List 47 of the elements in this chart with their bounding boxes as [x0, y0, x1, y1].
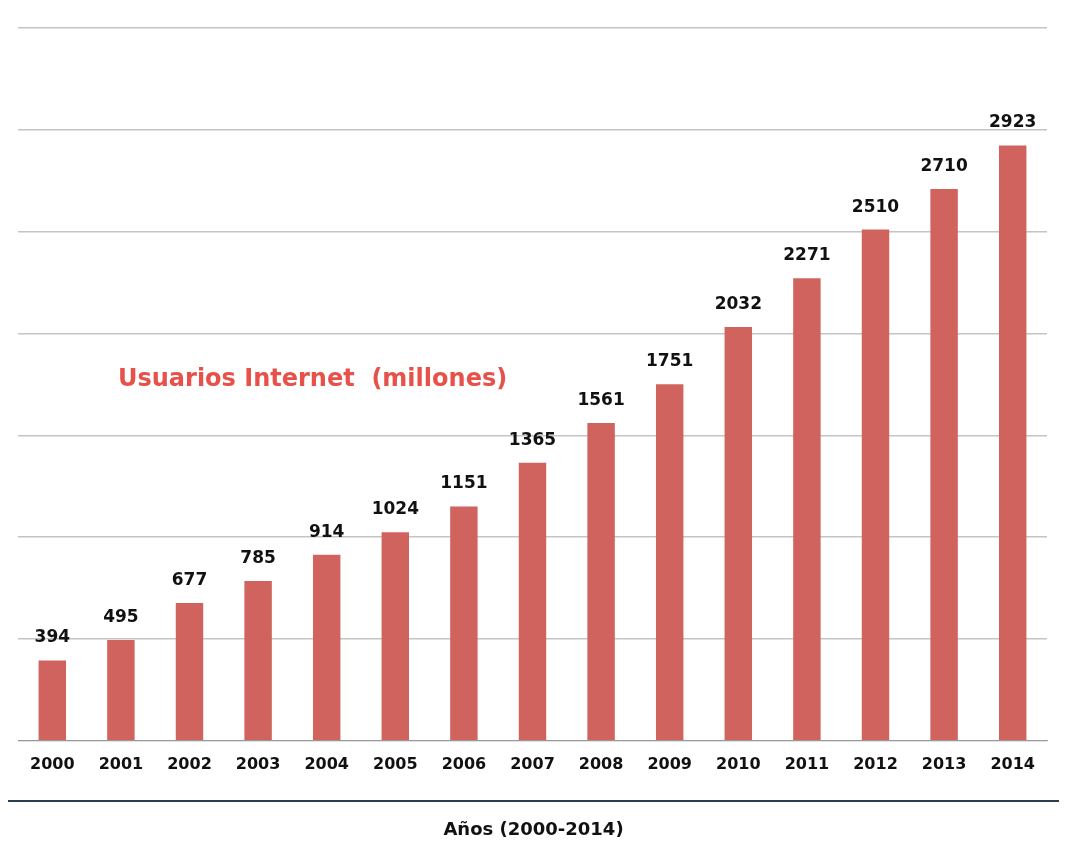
x-tick-label: 2005: [373, 753, 418, 773]
bar: [655, 384, 684, 741]
data-label: 2510: [851, 195, 900, 216]
x-tick-label: 2006: [441, 753, 487, 773]
data-label: 2710: [920, 154, 968, 175]
bar: [38, 660, 67, 741]
bar: [381, 532, 410, 741]
x-tick-label: 2008: [578, 753, 624, 773]
data-label: 495: [103, 605, 139, 626]
bar: [175, 602, 204, 741]
data-label: 1151: [440, 472, 488, 493]
data-label: 1751: [646, 350, 694, 371]
bar: [518, 462, 547, 741]
x-tick-label: 2013: [921, 753, 967, 773]
data-label: 914: [308, 520, 345, 541]
x-tick-label: 2009: [647, 753, 692, 773]
x-tick-label: 2012: [853, 753, 898, 773]
x-tick-label: 2000: [30, 753, 75, 773]
bar: [587, 422, 615, 741]
data-label: 677: [171, 568, 208, 589]
x-tick-label: 2004: [304, 753, 349, 773]
x-tick-label: 2014: [990, 753, 1035, 773]
bar: [312, 554, 341, 741]
data-label: 1561: [577, 388, 625, 409]
bar: [861, 229, 890, 741]
x-tick-label: 2003: [235, 753, 281, 773]
bar: [107, 639, 135, 741]
x-axis-title: Años (2000-2014): [442, 818, 625, 839]
bar: [930, 188, 958, 741]
x-tick-label: 2007: [510, 753, 555, 773]
x-tick-label: 2002: [167, 753, 212, 773]
x-tick-label: 2001: [98, 753, 144, 773]
data-label: 2032: [714, 292, 762, 313]
data-label: 2271: [783, 244, 831, 265]
data-label: 394: [34, 626, 71, 647]
bar: [793, 278, 821, 741]
bar: [724, 326, 753, 741]
x-tick-label: 2010: [716, 753, 761, 773]
data-label: 785: [240, 546, 276, 567]
text: Usuarios Internet (millones): [118, 364, 508, 393]
data-label: 1024: [371, 498, 420, 519]
bar: [244, 580, 272, 741]
data-label: 1365: [508, 428, 557, 449]
x-tick-label: 2011: [784, 753, 830, 773]
bar: [450, 506, 478, 741]
data-label: 2923: [989, 111, 1037, 132]
bar: [998, 145, 1027, 741]
